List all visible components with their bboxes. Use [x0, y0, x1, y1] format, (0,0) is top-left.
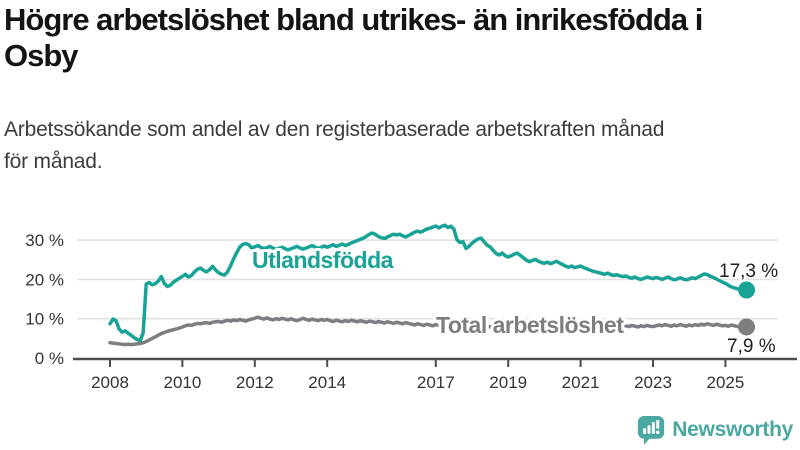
- x-axis-label: 2025: [706, 373, 744, 392]
- bar-chart-glyph: [643, 419, 660, 435]
- y-axis-label: 30 %: [25, 231, 64, 250]
- x-axis-label: 2012: [236, 373, 274, 392]
- newsworthy-speech-bubble-icon: [638, 416, 665, 445]
- exclamation-bar: [656, 419, 660, 429]
- series-line-Total arbetslöshet: [108, 315, 749, 347]
- exclamation-dot: [656, 430, 660, 435]
- x-axis-label: 2019: [489, 373, 527, 392]
- chart-subtitle: Arbetssökande som andel av den registerb…: [4, 114, 764, 178]
- newsworthy-wordmark: Newsworthy: [672, 418, 793, 441]
- speech-bubble-shape: [638, 416, 665, 445]
- x-axis-label: 2008: [91, 373, 129, 392]
- x-axis-label: 2023: [634, 373, 672, 392]
- title-line-1: Högre arbetslöshet bland utrikes- än inr…: [4, 2, 703, 37]
- page-title: Högre arbetslöshet bland utrikes- än inr…: [4, 2, 790, 74]
- x-axis-label: 2017: [417, 373, 455, 392]
- series-end-dot: [738, 318, 756, 336]
- series-line-Utlandsfödda: [108, 223, 749, 343]
- series-label-Utlandsfödda: Utlandsfödda: [252, 247, 394, 273]
- x-axis-label: 2014: [308, 373, 346, 392]
- y-axis-label: 20 %: [25, 270, 64, 289]
- y-axis-label: 0 %: [35, 349, 64, 368]
- subtitle-line-2: för månad.: [4, 150, 103, 173]
- newsworthy-logo: Newsworthy: [637, 415, 793, 445]
- series-label-Total arbetslöshet: Total arbetslöshet: [436, 312, 624, 338]
- subtitle-line-1: Arbetssökande som andel av den registerb…: [4, 118, 665, 141]
- series-end-value: 17,3 %: [719, 261, 778, 282]
- series-end-dot: [738, 281, 756, 299]
- x-axis-label: 2021: [562, 373, 600, 392]
- title-line-2: Osby: [4, 38, 79, 73]
- series-end-value: 7,9 %: [727, 336, 776, 357]
- y-axis-label: 10 %: [25, 310, 64, 329]
- x-axis-label: 2010: [163, 373, 201, 392]
